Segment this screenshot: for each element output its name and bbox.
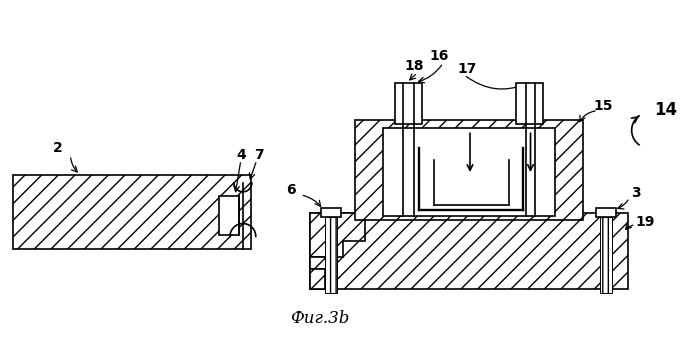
Text: 16: 16 [430,49,449,63]
Text: 15: 15 [593,99,612,113]
Bar [395,83,422,124]
Bar [322,208,341,217]
Bar [219,196,239,236]
Text: 4: 4 [236,148,246,162]
Bar [13,175,251,249]
Bar [355,120,583,220]
Text: 7: 7 [254,148,264,162]
Polygon shape [310,212,365,257]
Text: 6: 6 [286,183,295,197]
Polygon shape [310,269,325,289]
Text: 3: 3 [630,186,640,200]
Polygon shape [310,257,335,269]
Text: 18: 18 [405,59,424,73]
Text: 19: 19 [636,215,655,228]
Text: 17: 17 [457,62,477,76]
Text: Фиг.3b: Фиг.3b [290,310,350,327]
Bar [596,208,616,217]
Bar [600,217,612,293]
Text: 2: 2 [52,141,62,155]
Bar [325,217,337,293]
Bar [516,83,543,124]
Bar [383,128,555,216]
Bar [310,212,628,289]
Text: 14: 14 [654,102,677,119]
